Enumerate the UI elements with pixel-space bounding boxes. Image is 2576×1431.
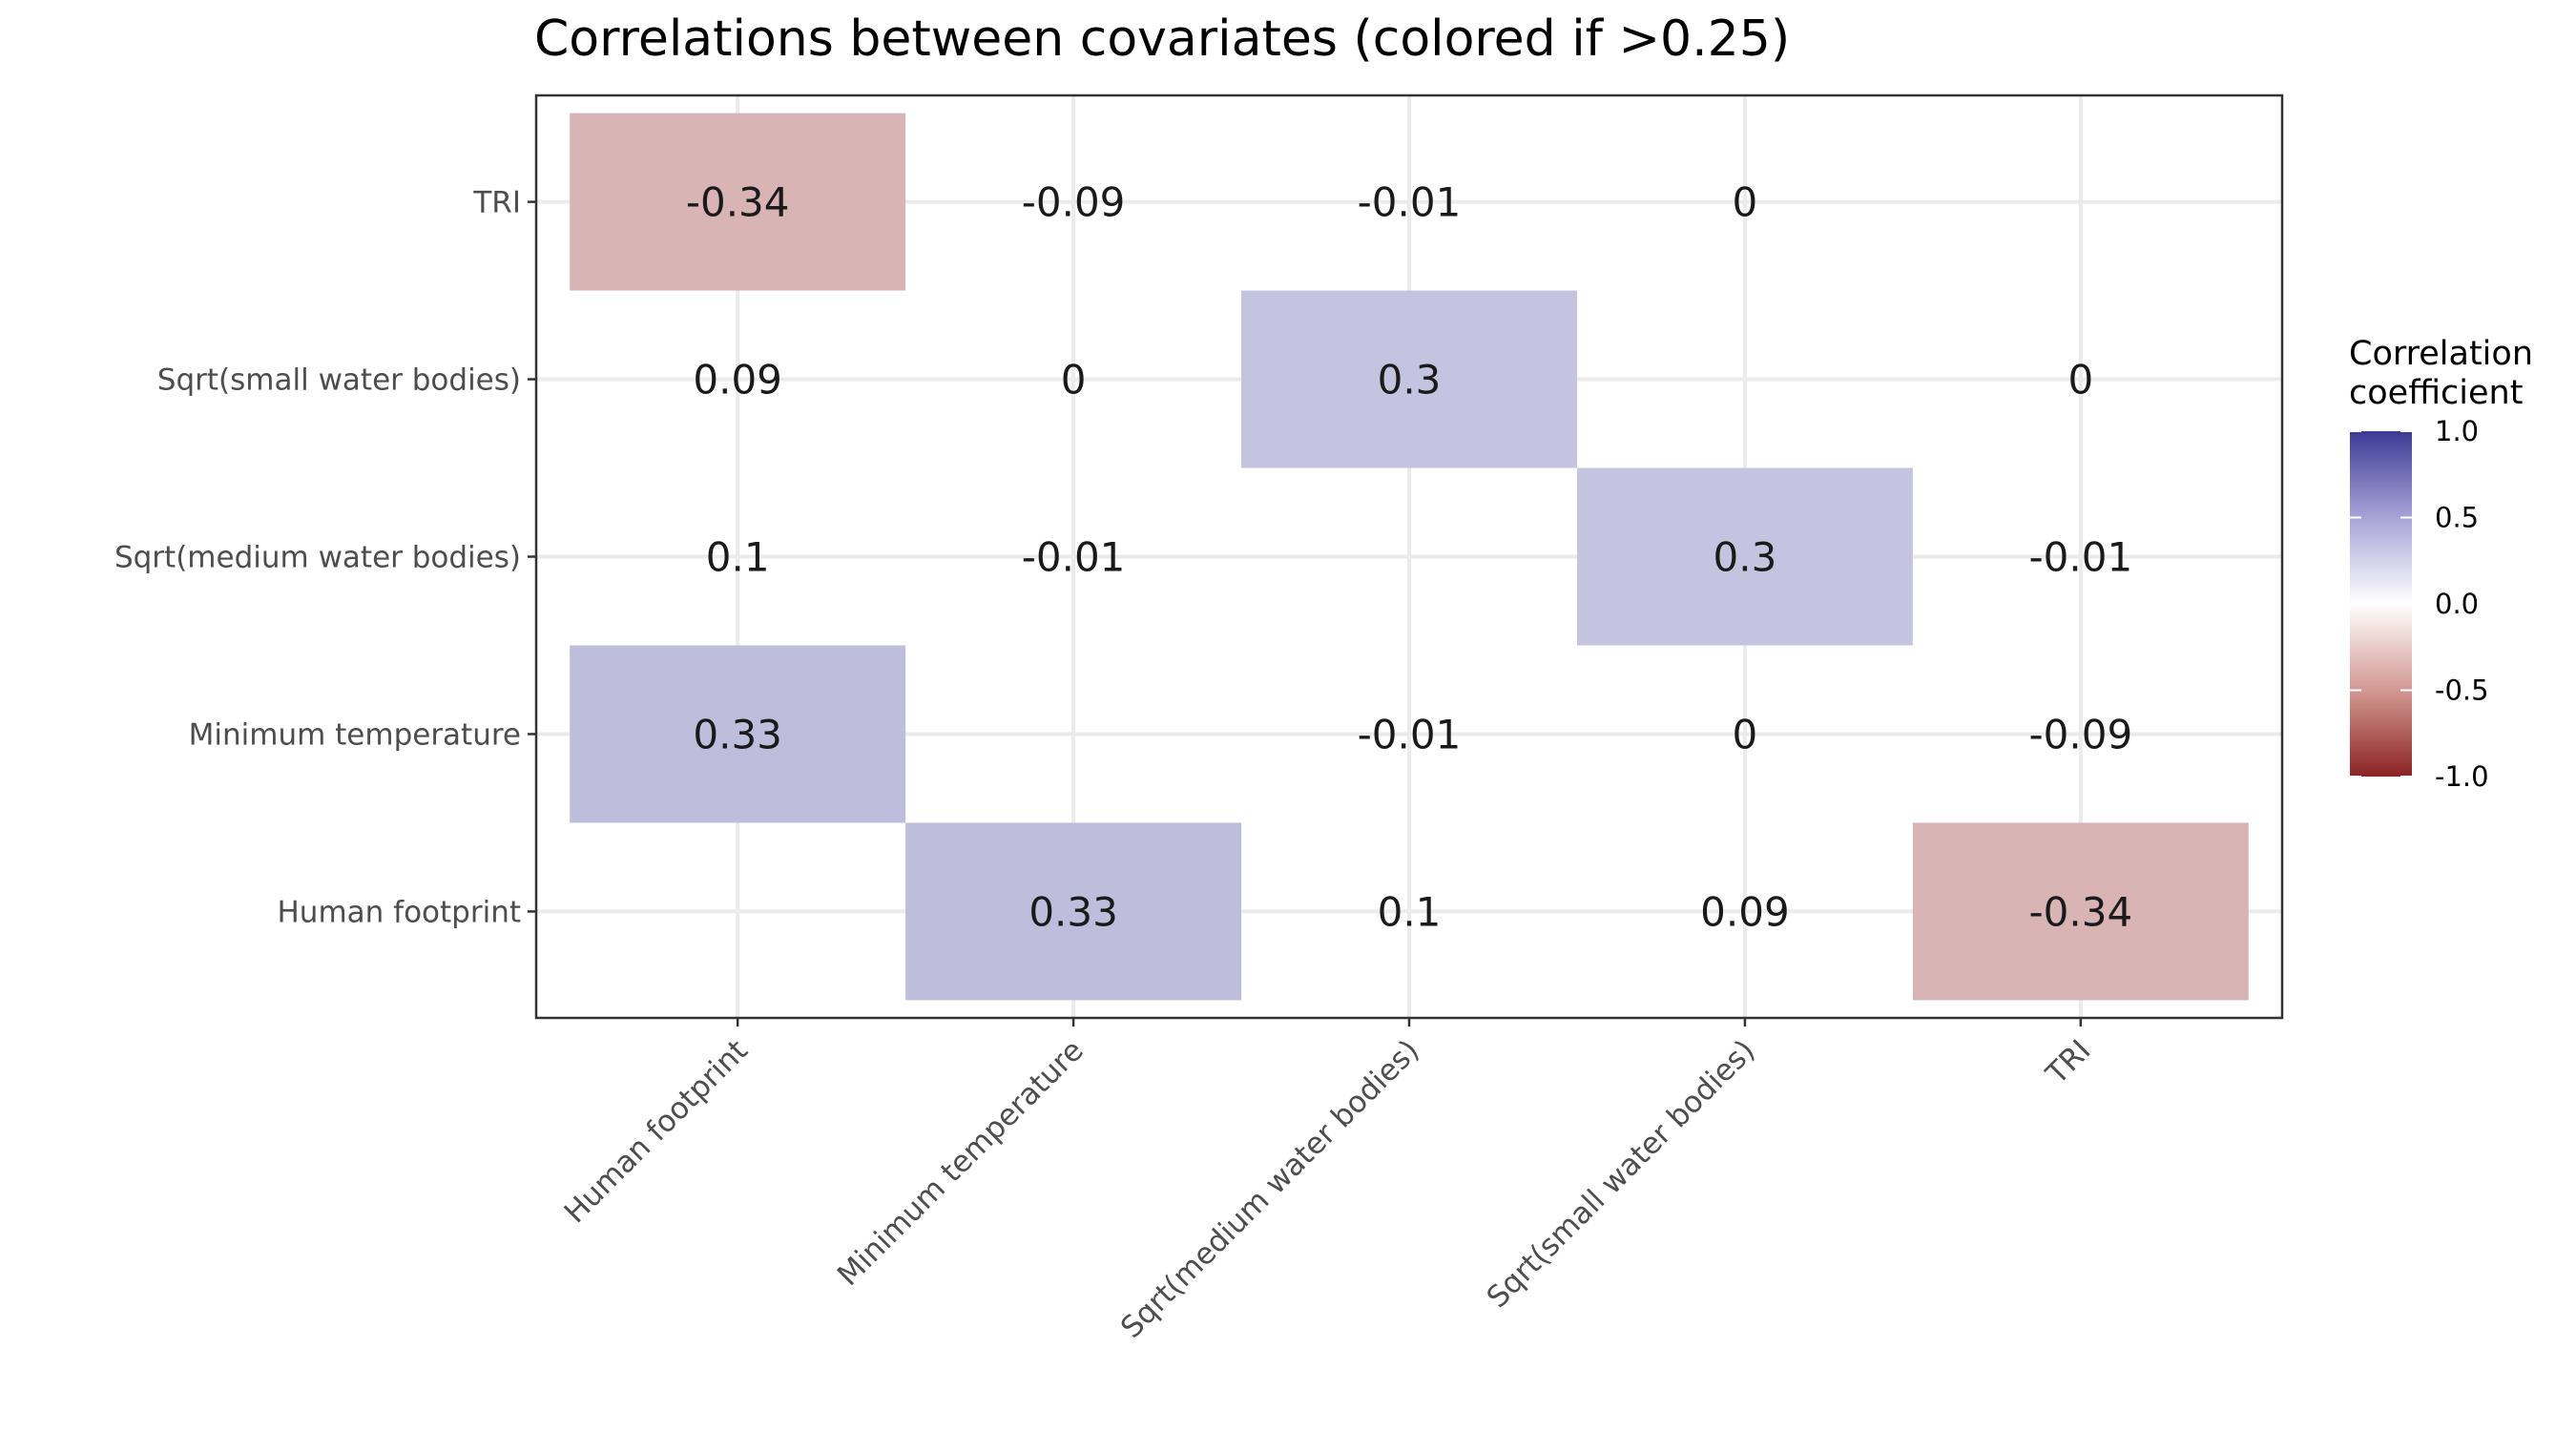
cell-label-human-footprint-vs-tri: -0.34 (686, 179, 790, 226)
y-tick-label-human-footprint: Human footprint (278, 895, 522, 929)
legend-ticks: 1.0 0.5 0.0 -0.5 -1.0 (2350, 415, 2489, 793)
grid-lines (536, 95, 2282, 1018)
cell-sqrt-medium-water-bodies-vs-sqrt-small-water-bodies (1241, 290, 1577, 468)
legend-tick-label-1-0: -1.0 (2435, 760, 2489, 793)
cell-label-minimum-temperature-vs-sqrt-small-water-bodies: 0 (1061, 357, 1087, 404)
cell-label-human-footprint-vs-sqrt-medium-water-bodies: 0.1 (706, 534, 770, 581)
plot-panel: -0.34 -0.09 -0.01 0 0.09 0 0.3 0 0.1 -0.01 0.3 -0.0… (534, 93, 2284, 1020)
cell-label-tri-vs-sqrt-medium-water-bodies: -0.01 (2029, 534, 2133, 581)
x-tick-label-human-footprint: Human footprint (558, 1033, 755, 1230)
x-tick-label-sqrt-medium-water-bodies: Sqrt(medium water bodies) (1114, 1033, 1426, 1345)
y-axis: Human footprint Minimum temperature Sqrt(m… (114, 186, 536, 929)
cell-sqrt-small-water-bodies-vs-sqrt-medium-water-bodies (1576, 467, 1913, 646)
cell-label-sqrt-medium-water-bodies-vs-minimum-temperature: -0.01 (1358, 711, 1462, 757)
cell-label-minimum-temperature-vs-tri: -0.09 (1022, 179, 1126, 226)
x-tick-label-tri: TRI (2039, 1033, 2097, 1091)
legend: Correlation coefficient 1.0 0.5 0.0 -0.5 -1.… (2349, 335, 2533, 793)
x-axis: Human footprint Minimum temperature Sqrt(m… (558, 1018, 2098, 1345)
cell-minimum-temperature-vs-human-footprint (905, 822, 1242, 1001)
heatmap-cells (570, 113, 2249, 1001)
cell-label-sqrt-small-water-bodies-vs-human-footprint: 0.09 (1700, 888, 1790, 935)
y-tick-label-sqrt-medium-water-bodies: Sqrt(medium water bodies) (114, 541, 521, 575)
x-tick-label-sqrt-small-water-bodies: Sqrt(small water bodies) (1481, 1033, 1762, 1315)
chart-title: Correlations between covariates (colored… (534, 10, 1790, 68)
cell-label-human-footprint-vs-sqrt-small-water-bodies: 0.09 (693, 357, 782, 404)
cell-label-sqrt-small-water-bodies-vs-tri: 0 (1733, 179, 1758, 226)
cell-label-sqrt-medium-water-bodies-vs-tri: -0.01 (1358, 179, 1462, 226)
legend-tick-label-0-5: -0.5 (2435, 674, 2489, 707)
cell-label-minimum-temperature-vs-sqrt-medium-water-bodies: -0.01 (1022, 534, 1126, 581)
y-tick-label-tri: TRI (472, 186, 521, 220)
x-tick-label-minimum-temperature: Minimum temperature (831, 1033, 1091, 1293)
legend-tick-label-0-5: 0.5 (2435, 502, 2479, 534)
legend-tick-label-0-0: 0.0 (2435, 588, 2479, 620)
y-tick-label-minimum-temperature: Minimum temperature (189, 717, 521, 752)
cell-human-footprint-vs-tri (570, 113, 906, 291)
cell-label-tri-vs-human-footprint: -0.34 (2029, 888, 2133, 935)
cell-label-human-footprint-vs-minimum-temperature: 0.33 (693, 711, 782, 757)
cell-label-tri-vs-sqrt-small-water-bodies: 0 (2067, 357, 2093, 404)
y-tick-label-sqrt-small-water-bodies: Sqrt(small water bodies) (157, 363, 521, 398)
cell-label-sqrt-medium-water-bodies-vs-sqrt-small-water-bodies: 0.3 (1378, 357, 1442, 404)
cell-label-tri-vs-minimum-temperature: -0.09 (2029, 711, 2133, 757)
legend-tick-label-1-0: 1.0 (2435, 415, 2479, 447)
cell-label-sqrt-medium-water-bodies-vs-human-footprint: 0.1 (1378, 888, 1442, 935)
cell-labels: -0.34 -0.09 -0.01 0 0.09 0 0.3 0 0.1 -0.01 0.3 -0.0… (686, 179, 2132, 936)
cell-label-minimum-temperature-vs-human-footprint: 0.33 (1028, 888, 1118, 935)
cell-tri-vs-human-footprint (1912, 822, 2249, 1001)
legend-title-line-1: Correlation (2349, 335, 2533, 373)
legend-title-line-2: coefficient (2349, 374, 2523, 412)
cell-label-sqrt-small-water-bodies-vs-minimum-temperature: 0 (1733, 711, 1758, 757)
cell-label-sqrt-small-water-bodies-vs-sqrt-medium-water-bodies: 0.3 (1714, 534, 1777, 581)
cell-human-footprint-vs-minimum-temperature (570, 645, 906, 823)
